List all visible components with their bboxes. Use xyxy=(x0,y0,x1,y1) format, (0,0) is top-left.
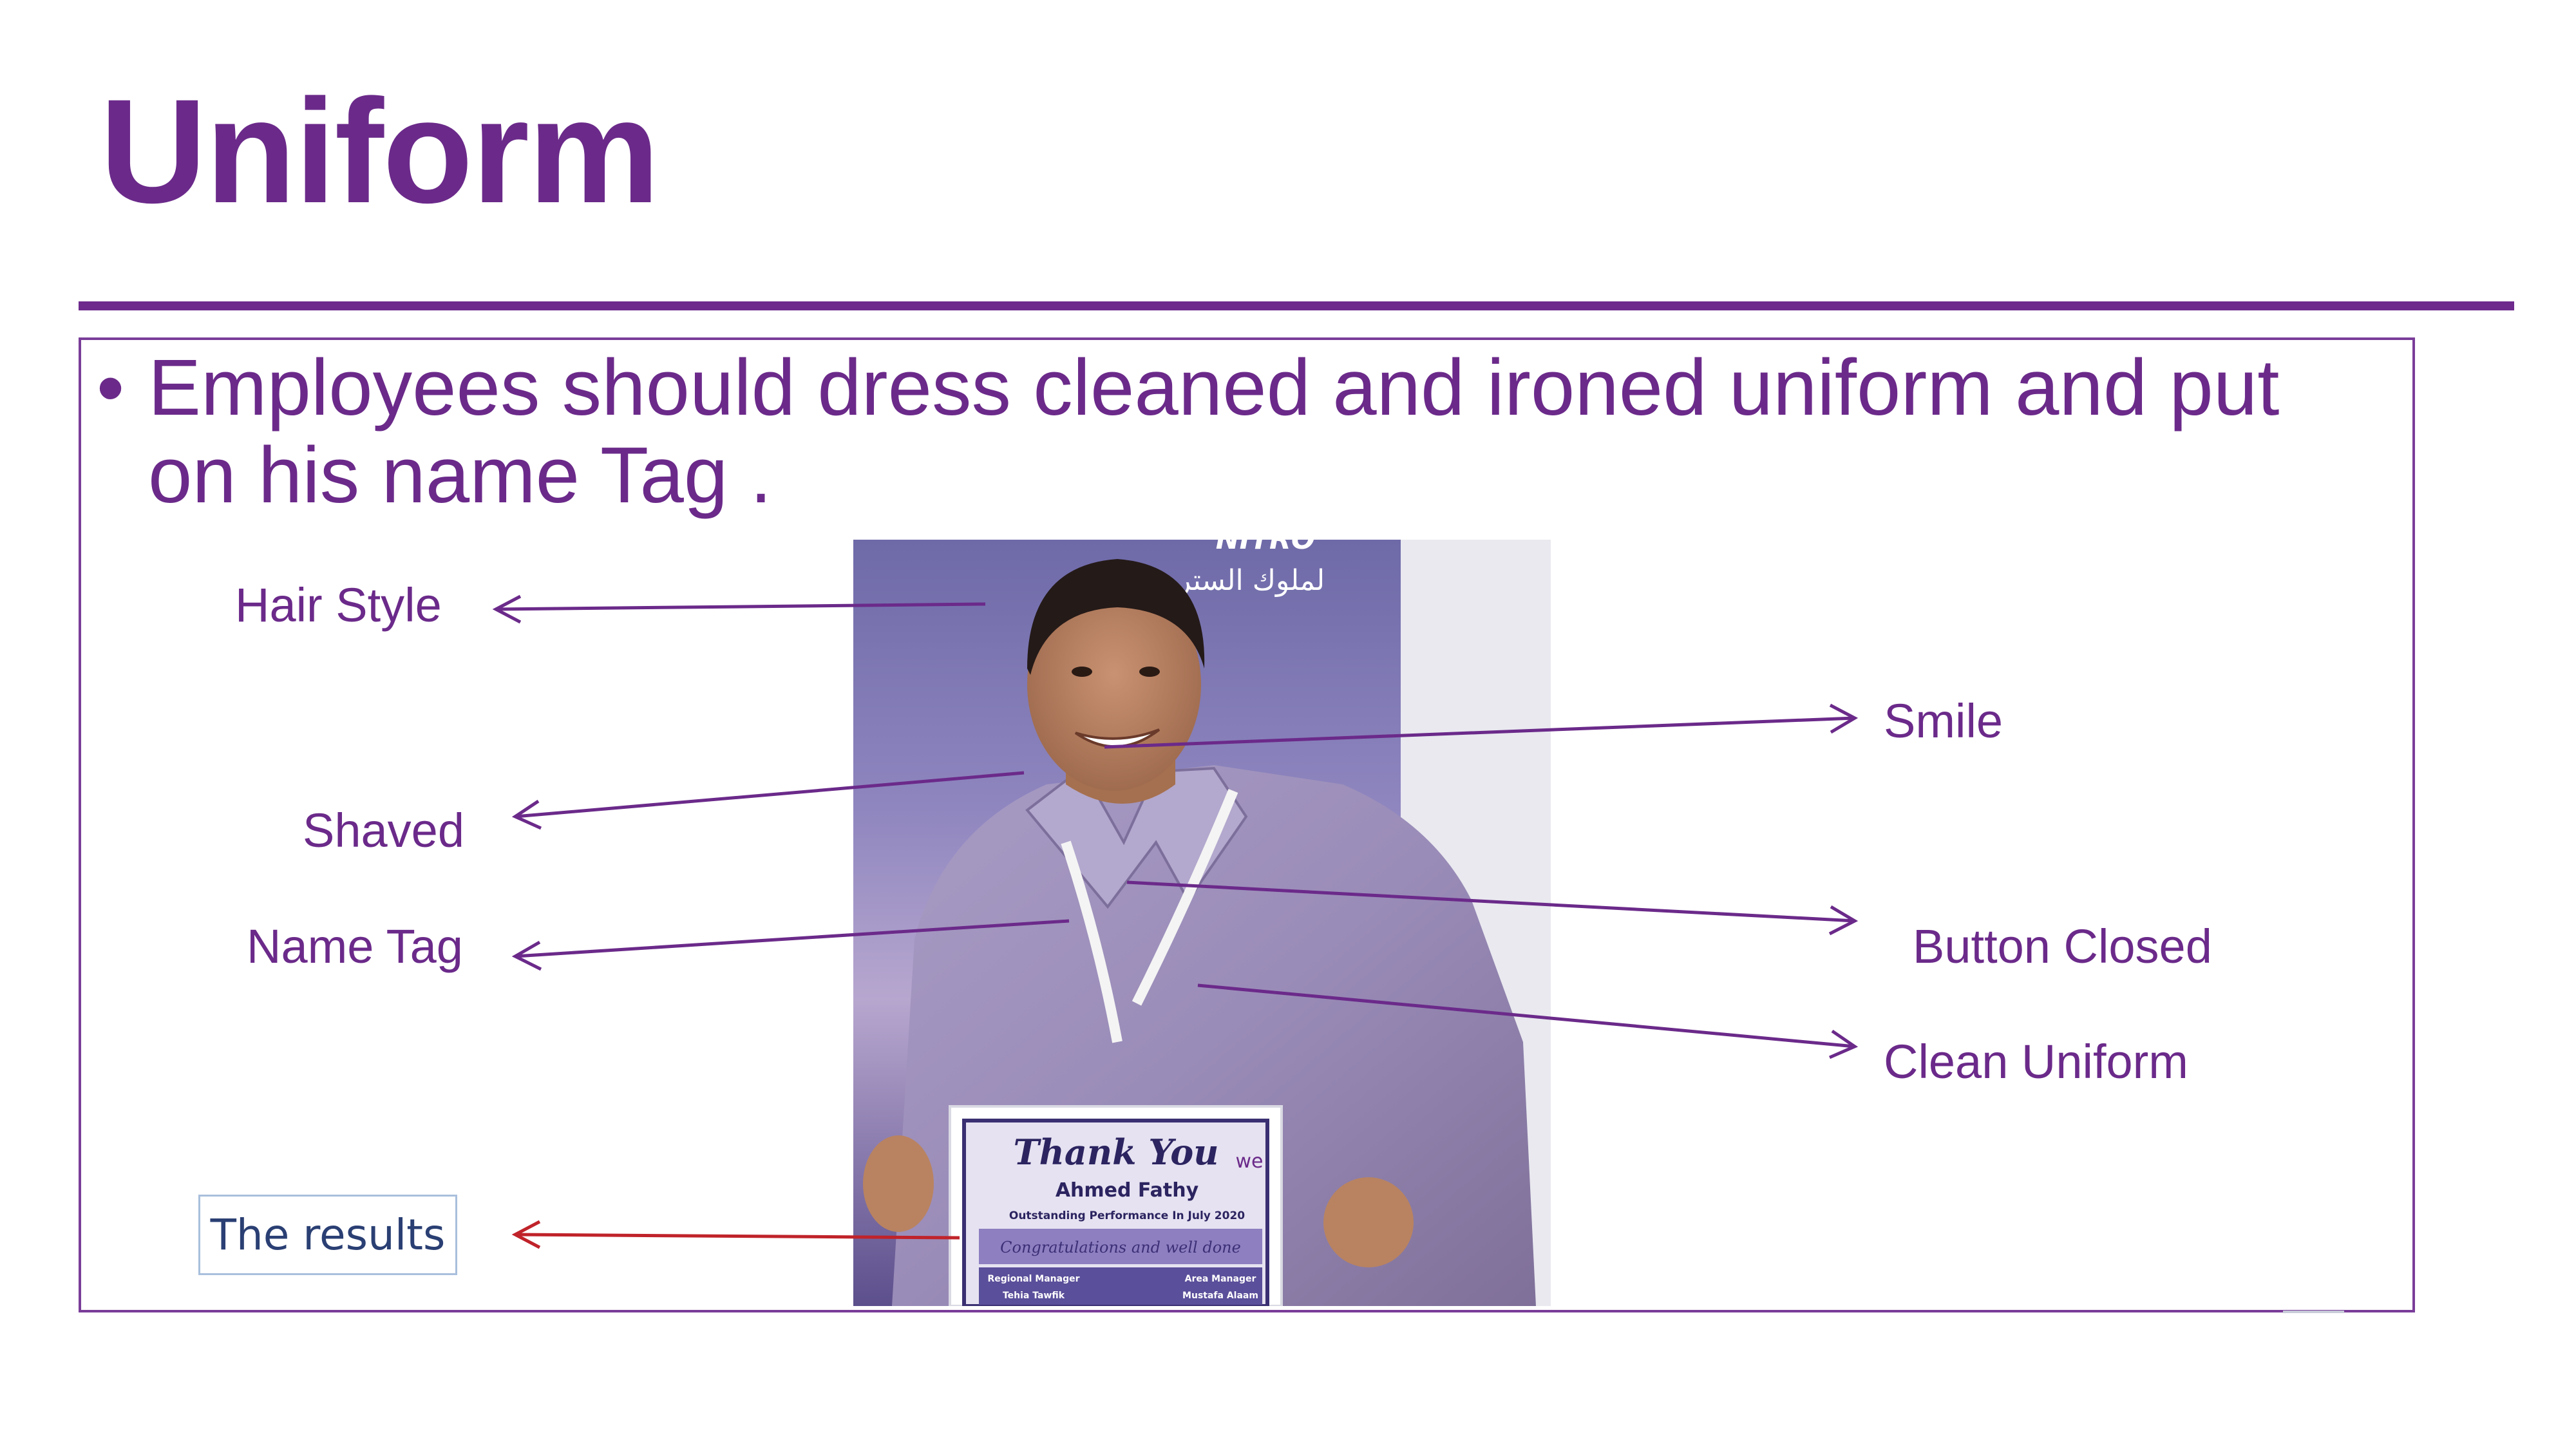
certificate-logo: we xyxy=(1236,1150,1264,1173)
certificate-heading: Thank You xyxy=(1013,1132,1218,1173)
slide-title: Uniform xyxy=(100,68,660,234)
certificate-right-role: Area Manager xyxy=(1185,1274,1256,1284)
bullet-text: Employees should dress cleaned and irone… xyxy=(148,344,2280,520)
certificate-script-line: Congratulations and well done xyxy=(1000,1238,1241,1256)
banner-brand: NITRO xyxy=(1216,540,1316,556)
label-hair-style: Hair Style xyxy=(235,578,442,632)
certificate-right-name: Mustafa Alaam xyxy=(1182,1291,1258,1301)
results-textbox: The results xyxy=(198,1195,457,1275)
employee-photo: NITRO لملوك الستريت Thank You we Ahmed F… xyxy=(853,540,1551,1306)
label-clean-uniform: Clean Uniform xyxy=(1884,1035,2188,1088)
certificate-left-name: Tehia Tawfik xyxy=(1003,1291,1065,1301)
corner-mark xyxy=(2283,1311,2344,1313)
bullet-item: • Employees should dress cleaned and iro… xyxy=(97,345,2389,520)
certificate-left-role: Regional Manager xyxy=(987,1274,1079,1284)
title-divider xyxy=(79,301,2514,310)
label-smile: Smile xyxy=(1884,694,2003,748)
bullet-dot: • xyxy=(97,344,125,432)
certificate-name: Ahmed Fathy xyxy=(1056,1179,1199,1202)
certificate: Thank You we Ahmed Fathy Outstanding Per… xyxy=(949,1105,1283,1306)
label-shaved: Shaved xyxy=(303,804,464,857)
label-name-tag: Name Tag xyxy=(247,920,463,973)
certificate-subtitle: Outstanding Performance In July 2020 xyxy=(1009,1209,1245,1222)
label-button-closed: Button Closed xyxy=(1913,920,2212,973)
content-frame xyxy=(79,337,2415,1312)
